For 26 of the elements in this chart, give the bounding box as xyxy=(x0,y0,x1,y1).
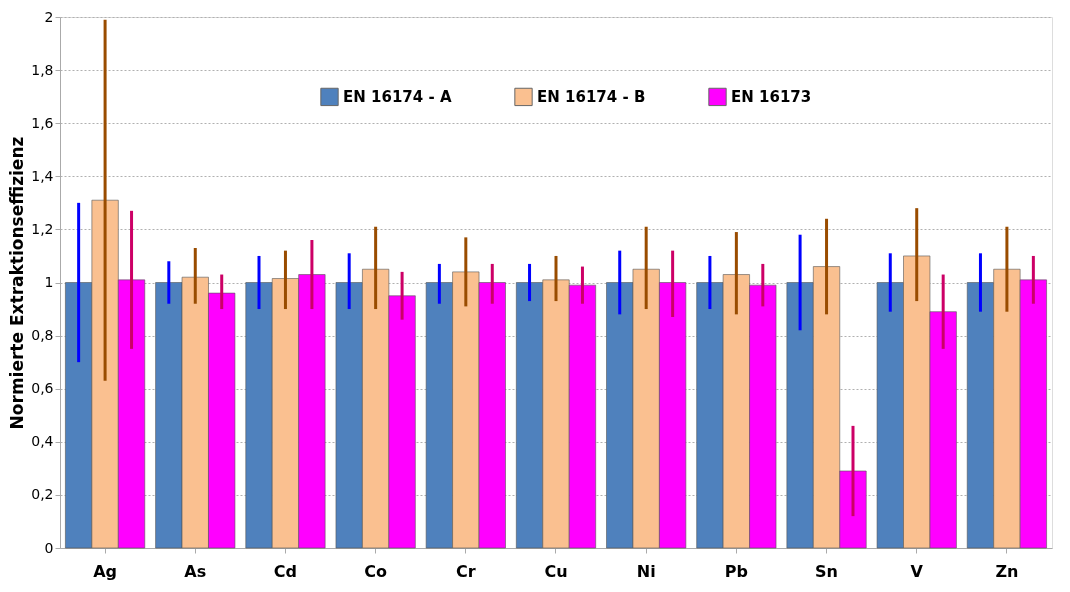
x-tick-label: Cu xyxy=(544,561,568,581)
y-tick-label: 0,4 xyxy=(31,433,54,450)
y-tick-label: 1,2 xyxy=(31,220,54,237)
y-tick-label: 1,4 xyxy=(31,167,54,184)
y-tick-label: 1,8 xyxy=(31,61,54,78)
x-tick-label: As xyxy=(184,561,207,581)
x-tick-label: Cd xyxy=(273,561,298,581)
y-tick-label: 0,6 xyxy=(31,380,54,397)
x-tick-label: Sn xyxy=(815,561,839,581)
x-tick-label: Cr xyxy=(456,561,476,581)
x-tick-label: Co xyxy=(364,561,388,581)
x-tick-label: Pb xyxy=(724,561,748,581)
y-tick-label: 0,8 xyxy=(31,327,54,344)
y-tick-label: 0,2 xyxy=(31,486,54,503)
legend-label: EN 16174 - A xyxy=(343,87,452,106)
x-tick-label: V xyxy=(910,561,924,581)
legend-label: EN 16174 - B xyxy=(537,87,646,106)
y-tick-label: 1 xyxy=(44,274,54,290)
y-tick-label: 0 xyxy=(44,539,54,556)
x-tick-label: Zn xyxy=(995,561,1019,581)
y-axis-title: Normierte Extraktionseffizienz xyxy=(7,136,28,430)
x-tick-label: Ag xyxy=(93,561,118,581)
y-tick-label: 2 xyxy=(44,8,54,25)
y-tick-label: 1,6 xyxy=(31,114,54,131)
legend-label: EN 16173 xyxy=(731,87,812,106)
x-tick-label: Ni xyxy=(636,561,656,581)
